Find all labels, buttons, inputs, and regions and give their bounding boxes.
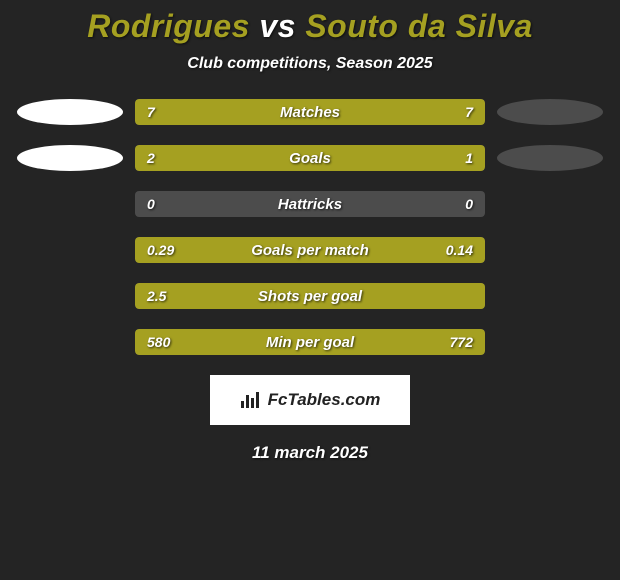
comparison-subtitle: Club competitions, Season 2025 [0, 55, 620, 73]
player2-name: Souto da Silva [305, 8, 532, 44]
stats-list: 77Matches21Goals00Hattricks0.290.14Goals… [0, 99, 620, 355]
vs-text: vs [259, 8, 296, 44]
team-marker-left [17, 99, 123, 125]
chart-bars-icon [240, 391, 262, 409]
stat-value-left: 2 [135, 145, 167, 171]
stat-value-left: 2.5 [135, 283, 178, 309]
branding-badge: FcTables.com [210, 375, 410, 425]
team-marker-left [17, 237, 123, 263]
team-marker-right [497, 191, 603, 217]
team-marker-left [17, 329, 123, 355]
stat-bar: 2.5Shots per goal [135, 283, 485, 309]
stat-row: 77Matches [0, 99, 620, 125]
team-marker-left [17, 283, 123, 309]
stat-bar: 0.290.14Goals per match [135, 237, 485, 263]
stat-value-left: 7 [135, 99, 167, 125]
player1-name: Rodrigues [87, 8, 250, 44]
comparison-widget: Rodrigues vs Souto da Silva Club competi… [0, 0, 620, 463]
stat-bar: 21Goals [135, 145, 485, 171]
team-marker-right [497, 283, 603, 309]
stat-fill-left [135, 145, 366, 171]
stat-value-right: 0.14 [434, 237, 485, 263]
branding-text: FcTables.com [268, 390, 381, 410]
stat-value-right: 1 [453, 145, 485, 171]
team-marker-right [497, 99, 603, 125]
stat-value-left: 0.29 [135, 237, 186, 263]
team-marker-right [497, 329, 603, 355]
team-marker-right [497, 237, 603, 263]
stat-value-right: 0 [453, 191, 485, 217]
team-marker-left [17, 191, 123, 217]
team-marker-right [497, 145, 603, 171]
snapshot-date: 11 march 2025 [0, 443, 620, 463]
comparison-title: Rodrigues vs Souto da Silva [0, 8, 620, 45]
stat-bar: 77Matches [135, 99, 485, 125]
stat-bar: 580772Min per goal [135, 329, 485, 355]
stat-row: 0 0Hattricks [0, 191, 620, 217]
stat-bar: 0 0Hattricks [135, 191, 485, 217]
stat-row: 2.5Shots per goal [0, 283, 620, 309]
stat-row: 21Goals [0, 145, 620, 171]
stat-value-left: 580 [135, 329, 182, 355]
stat-label: Hattricks [135, 191, 485, 217]
stat-row: 0.290.14Goals per match [0, 237, 620, 263]
team-marker-left [17, 145, 123, 171]
stat-value-right: 772 [438, 329, 485, 355]
stat-value-right [461, 283, 485, 309]
stat-value-right: 7 [453, 99, 485, 125]
stat-fill-left [135, 283, 485, 309]
stat-row: 580772Min per goal [0, 329, 620, 355]
stat-value-left: 0 [135, 191, 167, 217]
